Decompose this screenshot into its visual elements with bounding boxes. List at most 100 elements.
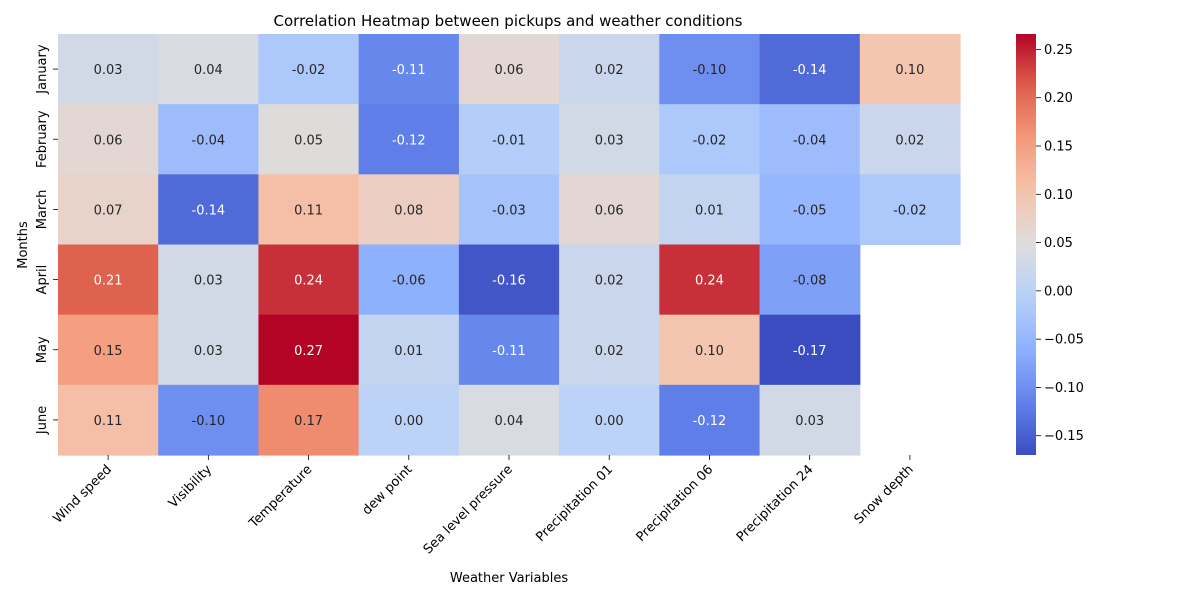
heatmap-cell-label: 0.05 <box>294 133 323 148</box>
colorbar: 0.25 0.20 0.15 0.10 0.05 0.00 −0.05 −0.10 −0.15 <box>1016 34 1084 455</box>
heatmap-cell-label: 0.02 <box>595 274 624 289</box>
y-tick-label: February <box>35 110 50 168</box>
heatmap-cell-label: -0.11 <box>492 344 526 359</box>
heatmap-cell-label: -0.17 <box>793 344 827 359</box>
y-tick-label: April <box>35 265 50 295</box>
heatmap-cell <box>158 244 260 316</box>
heatmap-cell <box>659 314 761 386</box>
heatmap-cell-label: 0.15 <box>94 344 123 359</box>
heatmap-cell <box>458 384 560 456</box>
heatmap-cell <box>659 34 761 105</box>
heatmap-cell <box>859 174 961 246</box>
x-axis: Wind speed Visibility Temperature dew point… <box>51 455 917 557</box>
heatmap-cell-label: 0.11 <box>294 203 323 218</box>
heatmap-cell <box>759 314 861 386</box>
heatmap-cell <box>358 384 460 456</box>
heatmap-cell-label: 0.06 <box>495 63 524 78</box>
heatmap-cell-label: -0.03 <box>492 203 526 218</box>
heatmap-cell <box>559 384 660 456</box>
heatmap-cell <box>759 384 861 456</box>
heatmap-cell <box>158 34 260 105</box>
colorbar-tick-label: 0.25 <box>1044 43 1073 58</box>
heatmap-cell-label: 0.00 <box>595 414 624 429</box>
heatmap-cell-label: -0.01 <box>492 133 526 148</box>
y-tick-label: March <box>35 190 50 230</box>
y-tick-label: June <box>35 406 50 435</box>
heatmap-cell <box>258 34 360 105</box>
heatmap-cell <box>58 34 159 105</box>
y-tick-label: January <box>35 44 50 95</box>
heatmap-cell <box>659 244 761 316</box>
heatmap-cell-label: 0.07 <box>94 203 123 218</box>
heatmap-cell <box>859 34 961 105</box>
heatmap-cell-label: -0.02 <box>893 203 927 218</box>
heatmap-cell-label: 0.01 <box>695 203 724 218</box>
heatmap-cell <box>158 104 260 175</box>
heatmap-cells <box>58 34 961 456</box>
heatmap-cell <box>258 384 360 456</box>
heatmap-cell <box>158 384 260 456</box>
heatmap-cell <box>458 34 560 105</box>
x-tick-label: Sea level pressure <box>421 462 516 557</box>
heatmap-cell-label: 0.17 <box>294 414 323 429</box>
heatmap-cell <box>759 174 861 246</box>
colorbar-tick-label: 0.20 <box>1044 91 1073 106</box>
x-tick-label: Precipitation 01 <box>533 462 616 545</box>
heatmap-cell-label: 0.24 <box>695 274 724 289</box>
heatmap-cell <box>458 244 560 316</box>
heatmap-cell-label: -0.04 <box>793 133 827 148</box>
heatmap-cell-label: -0.12 <box>693 414 727 429</box>
heatmap-cell-label: -0.14 <box>192 203 226 218</box>
heatmap-cell-label: 0.11 <box>94 414 123 429</box>
heatmap-cell <box>158 314 260 386</box>
x-tick-label: Precipitation 06 <box>634 462 717 545</box>
heatmap-cell-label: 0.27 <box>294 344 323 359</box>
heatmap-cell <box>559 174 660 246</box>
y-axis-label: Months <box>16 221 31 269</box>
heatmap-cell <box>458 314 560 386</box>
heatmap-cell <box>58 174 159 246</box>
heatmap-cell-label: 0.24 <box>294 274 323 289</box>
heatmap-cell-label: 0.08 <box>394 203 423 218</box>
heatmap-cell-label: 0.03 <box>94 63 123 78</box>
colorbar-tick-label: 0.00 <box>1044 284 1073 299</box>
heatmap-cell <box>759 104 861 175</box>
heatmap-cell-label: 0.06 <box>595 203 624 218</box>
heatmap-cell-label: -0.02 <box>292 63 326 78</box>
colorbar-tick-label: 0.05 <box>1044 236 1073 251</box>
heatmap-cell <box>358 244 460 316</box>
x-tick-label: Wind speed <box>51 462 115 526</box>
heatmap-cell-label: 0.10 <box>895 63 924 78</box>
heatmap-cell <box>358 174 460 246</box>
colorbar-tick-label: 0.10 <box>1044 188 1073 203</box>
x-axis-label: Weather Variables <box>450 571 569 586</box>
heatmap-cell <box>458 104 560 175</box>
colorbar-tick-label: −0.05 <box>1044 333 1084 348</box>
chart-title: Correlation Heatmap between pickups and … <box>274 12 743 30</box>
heatmap-cell <box>358 104 460 175</box>
heatmap-cell <box>258 174 360 246</box>
heatmap-cell-label: 0.21 <box>94 274 123 289</box>
x-tick-label: Visibility <box>166 462 215 511</box>
heatmap-cell-label: 0.02 <box>595 344 624 359</box>
heatmap-cell-label: -0.10 <box>693 63 727 78</box>
heatmap-cell-label: 0.02 <box>895 133 924 148</box>
heatmap-cell <box>559 34 660 105</box>
heatmap-cell <box>759 34 861 105</box>
heatmap-cell-label: -0.02 <box>693 133 727 148</box>
heatmap-cell <box>258 314 360 386</box>
x-tick-label: Temperature <box>246 462 316 532</box>
heatmap-cell <box>458 174 560 246</box>
x-tick-label: Precipitation 24 <box>734 462 817 545</box>
x-tick-label: dew point <box>360 462 416 518</box>
heatmap-cell-label: 0.10 <box>695 344 724 359</box>
heatmap-cell-labels: 0.03 0.04 -0.02 -0.11 0.06 0.02 -0.10 -0.14 0.10… <box>94 63 927 429</box>
heatmap-cell <box>559 314 660 386</box>
heatmap-cell-label: 0.04 <box>495 414 524 429</box>
heatmap-cell <box>58 314 159 386</box>
heatmap-cell <box>559 104 660 175</box>
heatmap-cell-label: 0.06 <box>94 133 123 148</box>
heatmap-cell-label: 0.01 <box>394 344 423 359</box>
heatmap-cell <box>158 174 260 246</box>
